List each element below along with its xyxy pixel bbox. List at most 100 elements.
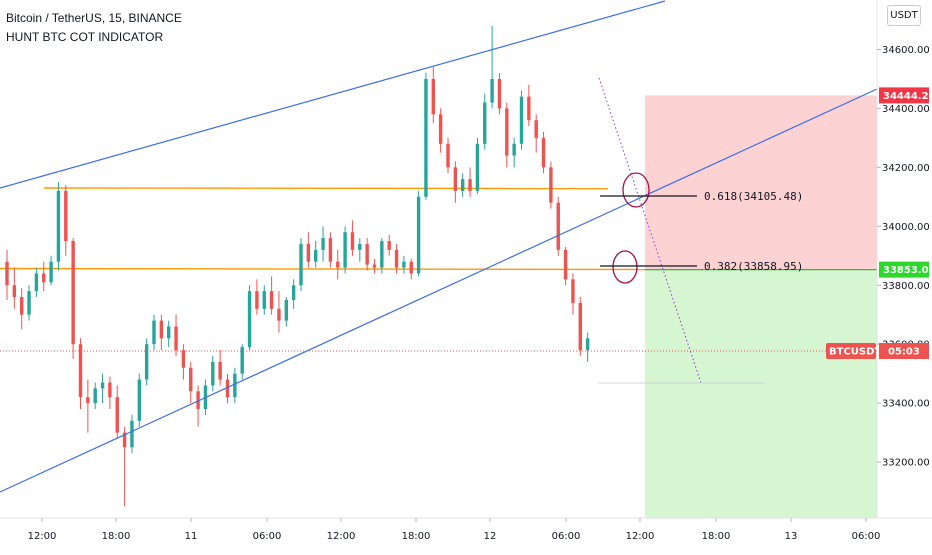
candle[interactable]	[130, 420, 134, 448]
candle[interactable]	[468, 179, 472, 191]
candle[interactable]	[365, 243, 369, 265]
candle[interactable]	[563, 249, 568, 280]
candle[interactable]	[5, 261, 9, 286]
candle[interactable]	[27, 291, 31, 315]
candle[interactable]	[306, 243, 311, 262]
entry-price-tag-label: 33853.05	[883, 265, 932, 276]
current-symbol-label: BTCUSDT	[829, 347, 881, 358]
candle[interactable]	[277, 308, 281, 321]
candle[interactable]	[78, 344, 83, 398]
fib-level-line[interactable]	[0, 267, 646, 271]
countdown-tag[interactable]	[879, 343, 929, 359]
candle[interactable]	[336, 261, 340, 268]
candle[interactable]	[108, 382, 112, 398]
time-axis[interactable]	[0, 518, 932, 550]
candle[interactable]	[585, 338, 590, 351]
candle[interactable]	[321, 238, 325, 250]
candle[interactable]	[115, 397, 119, 433]
symbol-title: Bitcoin / TetherUS, 15, BINANCE	[6, 11, 182, 25]
candle[interactable]	[247, 291, 252, 348]
candle[interactable]	[461, 179, 465, 191]
candle[interactable]	[438, 114, 443, 144]
candle[interactable]	[372, 264, 377, 268]
candle[interactable]	[20, 297, 24, 315]
candle[interactable]	[93, 388, 97, 404]
candle[interactable]	[284, 299, 288, 321]
candle[interactable]	[299, 243, 303, 286]
candle[interactable]	[174, 326, 178, 351]
candle[interactable]	[291, 285, 296, 300]
candle[interactable]	[328, 238, 333, 262]
candle[interactable]	[512, 143, 516, 156]
candle[interactable]	[255, 291, 259, 309]
candle[interactable]	[541, 137, 546, 168]
candle[interactable]	[211, 361, 215, 386]
candle[interactable]	[49, 261, 53, 283]
candle[interactable]	[431, 78, 435, 115]
candle[interactable]	[394, 249, 399, 268]
candle[interactable]	[56, 190, 61, 262]
candle[interactable]	[475, 143, 480, 191]
candle[interactable]	[137, 379, 141, 421]
candle[interactable]	[505, 108, 509, 156]
candle[interactable]	[122, 432, 127, 448]
candle[interactable]	[181, 350, 186, 368]
candle[interactable]	[269, 291, 274, 309]
candle[interactable]	[225, 379, 230, 398]
candle[interactable]	[402, 261, 406, 268]
candle[interactable]	[100, 382, 105, 389]
candle[interactable]	[350, 232, 355, 250]
highlight-ellipse[interactable]	[622, 172, 650, 208]
candle[interactable]	[571, 279, 575, 303]
candle[interactable]	[483, 102, 487, 144]
candle[interactable]	[34, 273, 39, 292]
candle[interactable]	[549, 167, 553, 203]
currency-button[interactable]: USDT	[887, 5, 921, 26]
candle[interactable]	[380, 241, 384, 268]
time-tick-label: 12:00	[28, 531, 57, 542]
candle[interactable]	[490, 78, 494, 103]
candle[interactable]	[409, 261, 413, 274]
candle[interactable]	[218, 361, 222, 380]
candle[interactable]	[314, 249, 318, 262]
candle[interactable]	[527, 96, 531, 121]
time-tick-label: 18:00	[702, 531, 731, 542]
candle[interactable]	[233, 373, 237, 398]
candle[interactable]	[424, 78, 428, 197]
candle[interactable]	[12, 285, 17, 298]
candle[interactable]	[167, 326, 171, 339]
candle[interactable]	[387, 241, 391, 250]
candle[interactable]	[519, 96, 524, 144]
channel-lower-line[interactable]	[0, 88, 878, 493]
candle[interactable]	[159, 320, 164, 339]
candle[interactable]	[64, 190, 68, 242]
candle[interactable]	[343, 232, 347, 268]
candle[interactable]	[196, 391, 200, 410]
candle[interactable]	[497, 78, 502, 109]
price-tick-label: 33800.00	[882, 281, 930, 292]
candle[interactable]	[152, 320, 156, 345]
candle[interactable]	[189, 367, 193, 392]
candle[interactable]	[556, 202, 560, 250]
candle[interactable]	[42, 273, 46, 283]
candle[interactable]	[240, 347, 244, 374]
fib-level-line[interactable]	[43, 187, 609, 190]
projection-line[interactable]	[598, 77, 702, 384]
candle[interactable]	[416, 196, 421, 274]
channel-upper-line[interactable]	[0, 0, 666, 189]
candle[interactable]	[453, 167, 458, 191]
candle[interactable]	[86, 397, 90, 404]
candle[interactable]	[262, 291, 266, 309]
current-symbol-tag[interactable]	[826, 343, 876, 359]
candle[interactable]	[71, 241, 75, 345]
stop-price-tag[interactable]	[879, 87, 929, 104]
candle[interactable]	[578, 302, 582, 351]
candle[interactable]	[446, 143, 450, 168]
entry-price-tag[interactable]	[879, 261, 929, 278]
candle[interactable]	[144, 344, 149, 380]
candle[interactable]	[534, 120, 538, 138]
highlight-ellipse[interactable]	[612, 250, 638, 284]
candle[interactable]	[358, 243, 362, 250]
